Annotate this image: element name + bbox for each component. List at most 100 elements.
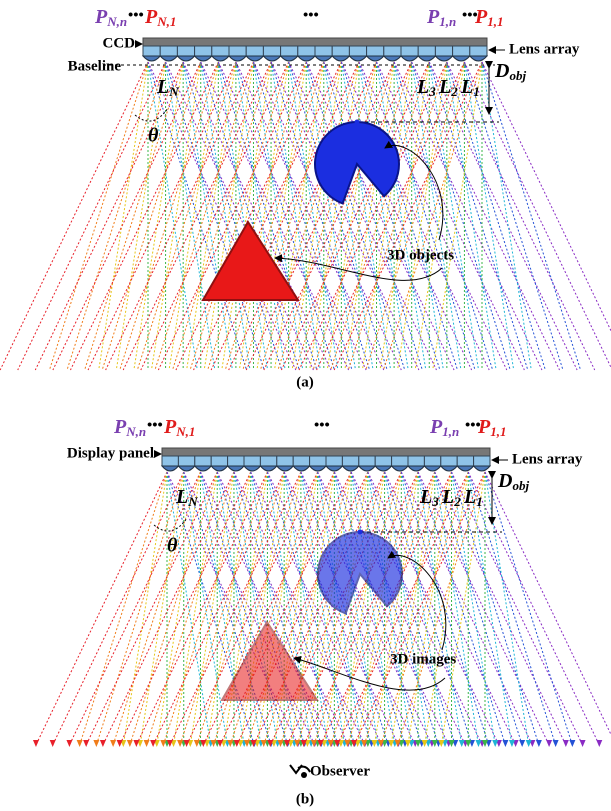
lens — [451, 55, 471, 62]
ray — [253, 471, 386, 746]
ray — [467, 471, 513, 746]
ray — [484, 471, 573, 746]
lens-label-n: LN — [156, 76, 179, 99]
ray-head — [465, 740, 472, 747]
ray-head — [535, 740, 542, 747]
ray-head — [99, 740, 106, 747]
ray-head — [49, 740, 56, 747]
lens-label-n: LN — [175, 486, 198, 509]
distance-label-sub: obj — [509, 68, 526, 83]
ray — [384, 471, 517, 746]
lens — [313, 55, 334, 62]
lens — [390, 465, 410, 472]
lens-cell — [314, 45, 333, 57]
lens — [331, 55, 351, 62]
ray — [119, 471, 252, 746]
ellipsis: ••• — [462, 7, 478, 23]
lens-label-k-main: L — [419, 486, 432, 508]
lens — [226, 465, 246, 472]
ray — [424, 471, 469, 746]
ray — [122, 471, 168, 746]
lens-label-n-sub: N — [168, 84, 179, 99]
pixel-label: P1,n — [429, 416, 459, 439]
lens-cell — [452, 45, 471, 57]
distance-label: Dobj — [497, 470, 529, 493]
ray — [250, 471, 383, 746]
ray-head — [83, 740, 90, 747]
lens — [262, 55, 282, 62]
object-dot — [357, 529, 363, 535]
ray — [52, 61, 202, 371]
lens-cell — [194, 455, 212, 467]
lens — [434, 55, 454, 62]
pointer — [274, 254, 443, 281]
ray — [68, 471, 201, 746]
lens — [227, 55, 248, 62]
ray — [270, 61, 371, 371]
ray — [481, 61, 611, 332]
ray — [400, 471, 533, 746]
lens — [357, 465, 377, 472]
caption: (a) — [296, 374, 314, 390]
eye — [289, 764, 311, 775]
ray — [223, 471, 268, 746]
ray — [400, 471, 446, 746]
lens-label-k: L1 — [463, 486, 483, 509]
lens — [365, 55, 385, 62]
ray — [172, 61, 272, 371]
pixel-label: PN,1 — [163, 416, 195, 439]
ray — [330, 61, 430, 371]
lens-label-k-main: L — [460, 76, 473, 98]
ray — [217, 61, 318, 371]
pixel-label: P1,n — [426, 6, 456, 29]
lens — [439, 465, 459, 472]
lens-label-k-main: L — [438, 76, 451, 98]
ray — [312, 61, 413, 371]
lens — [259, 465, 278, 472]
caption: (b) — [296, 791, 314, 807]
lens-cell — [177, 455, 196, 467]
ray — [17, 61, 167, 371]
ray-head — [260, 740, 267, 747]
ray — [440, 471, 486, 746]
lens-label-k-sub: 2 — [453, 494, 461, 509]
ray-head — [76, 740, 83, 747]
ray — [207, 61, 307, 371]
ray-head — [150, 740, 157, 747]
ray — [353, 471, 486, 746]
ray — [147, 61, 198, 371]
ray — [0, 61, 149, 371]
lens — [472, 465, 492, 472]
pointer — [384, 140, 444, 241]
observer-label: Observer — [310, 763, 370, 779]
lens — [275, 465, 295, 472]
ray-head — [217, 740, 224, 747]
ray — [224, 61, 325, 371]
ray — [239, 471, 285, 746]
ray — [347, 61, 448, 371]
ray — [463, 61, 564, 371]
lens-cell — [358, 455, 376, 467]
ray — [152, 471, 285, 746]
ray-head — [334, 740, 341, 747]
ray — [300, 471, 433, 746]
lens-cell — [407, 455, 425, 467]
lens-label-k: L2 — [441, 486, 461, 509]
lens-label-k-sub: 2 — [450, 84, 458, 99]
ellipsis: ••• — [147, 417, 163, 433]
lens-cell — [228, 45, 247, 57]
ray — [358, 61, 458, 371]
ray-head — [143, 740, 150, 747]
lens-cell — [423, 455, 442, 467]
ray — [305, 61, 406, 371]
object-dot — [354, 119, 360, 125]
ray — [286, 471, 419, 746]
lens — [468, 55, 489, 62]
ray-head — [210, 740, 217, 747]
ray — [350, 471, 396, 746]
ray — [200, 471, 332, 746]
ray — [376, 61, 525, 371]
ray — [250, 471, 295, 746]
ray — [340, 61, 441, 371]
ray-head — [227, 740, 234, 747]
